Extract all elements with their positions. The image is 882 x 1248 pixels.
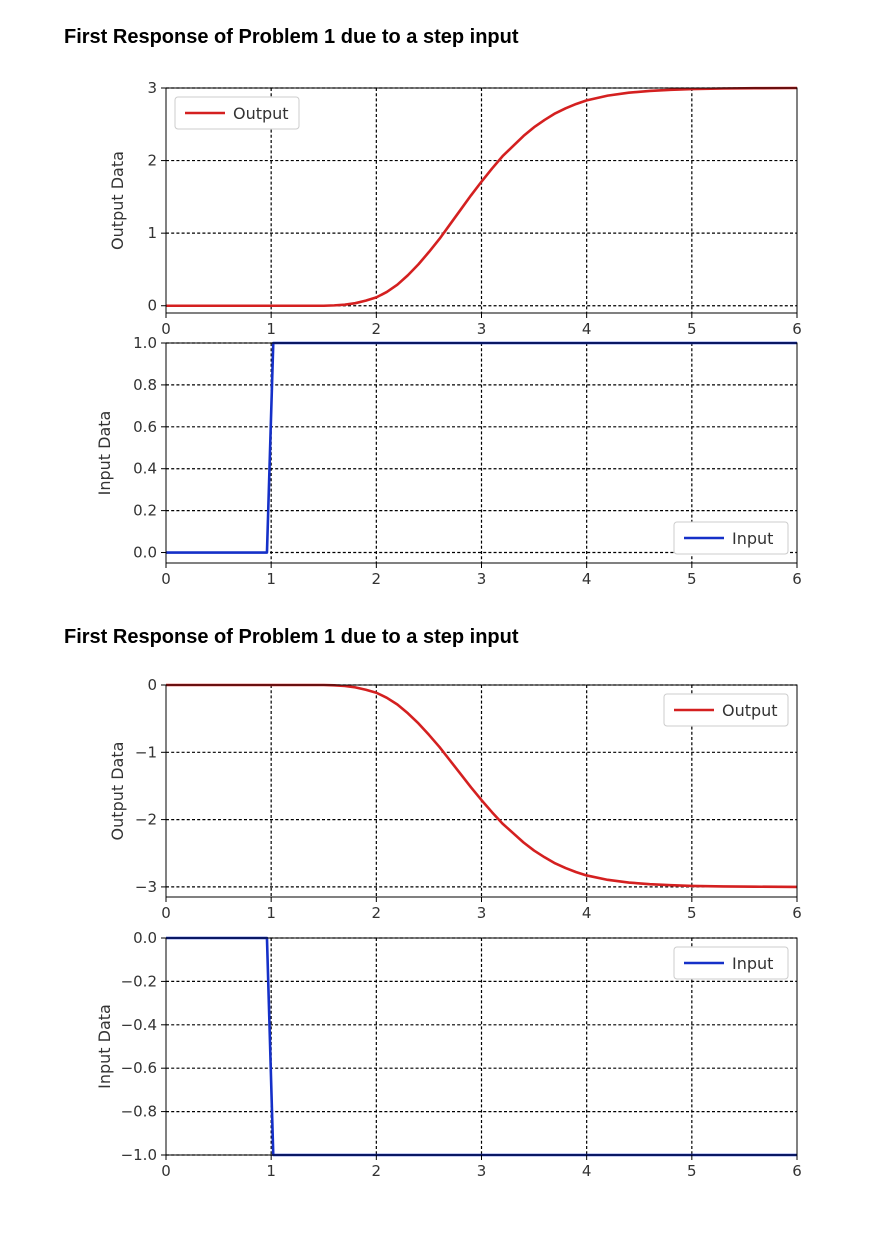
x-tick-label: 3 — [477, 904, 487, 922]
y-axis-label: Input Data — [95, 411, 114, 496]
y-tick-label: 0.2 — [133, 502, 157, 520]
x-tick-label: 2 — [372, 904, 382, 922]
legend-box — [673, 946, 789, 980]
y-tick-label: −1.0 — [121, 1146, 157, 1164]
y-tick-label: 2 — [147, 152, 157, 170]
x-tick-label: 6 — [792, 320, 802, 338]
legend: Input — [673, 521, 789, 555]
x-tick-label: 1 — [266, 320, 276, 338]
x-tick-label: 1 — [266, 904, 276, 922]
x-tick-label: 2 — [372, 320, 382, 338]
series-line-output — [166, 86, 798, 308]
x-tick-label: 1 — [266, 570, 276, 588]
x-tick-label: 0 — [161, 904, 171, 922]
y-tick-label: −0.8 — [121, 1103, 157, 1121]
y-tick-label: −0.6 — [121, 1059, 157, 1077]
x-tick-label: 3 — [477, 570, 487, 588]
y-tick-label: −0.4 — [121, 1016, 157, 1034]
legend-label: Output — [722, 701, 778, 720]
legend-box — [673, 521, 789, 555]
page-title-2: First Response of Problem 1 due to a ste… — [64, 626, 519, 648]
x-tick-label: 0 — [161, 1162, 171, 1180]
y-axis-label: Output Data — [108, 151, 127, 250]
y-tick-label: 0 — [147, 676, 157, 694]
y-tick-label: 1 — [147, 224, 157, 242]
x-tick-label: 5 — [687, 904, 697, 922]
page-title-1: First Response of Problem 1 due to a ste… — [64, 26, 519, 48]
y-tick-label: −0.2 — [121, 972, 157, 990]
x-tick-label: 5 — [687, 570, 697, 588]
x-tick-label: 6 — [792, 570, 802, 588]
x-tick-label: 5 — [687, 1162, 697, 1180]
y-axis-label: Input Data — [95, 1004, 114, 1089]
x-tick-label: 4 — [582, 904, 592, 922]
input-chart-3: 0 1 2 3 4 5 6 0.0 −0.2 −0.4 −0.6 −0.8 −1.0 Input Data… — [95, 929, 802, 1180]
output-chart-1: 0 1 2 3 4 5 6 0 1 2 3 Output Data Output — [108, 79, 802, 338]
y-tick-label: 0 — [147, 297, 157, 315]
legend-box — [174, 96, 300, 130]
y-tick-label: 0.0 — [133, 544, 157, 562]
legend: Output — [174, 96, 300, 130]
y-axis-label: Output Data — [108, 742, 127, 841]
x-tick-label: 1 — [266, 1162, 276, 1180]
y-tick-label: 3 — [147, 79, 157, 97]
x-tick-label: 4 — [582, 320, 592, 338]
legend: Input — [673, 946, 789, 980]
legend: Output — [663, 693, 789, 727]
output-chart-2: 0 1 2 3 4 5 6 0 −1 −2 −3 Output Data Output — [108, 676, 802, 922]
y-tick-label: −2 — [135, 811, 157, 829]
legend-label: Output — [233, 104, 289, 123]
y-tick-label: 0.4 — [133, 460, 157, 478]
x-tick-label: 0 — [161, 320, 171, 338]
x-tick-label: 3 — [477, 320, 487, 338]
x-tick-label: 6 — [792, 904, 802, 922]
x-tick-label: 6 — [792, 1162, 802, 1180]
legend-label: Input — [732, 529, 773, 548]
x-tick-label: 3 — [477, 1162, 487, 1180]
x-tick-label: 2 — [372, 1162, 382, 1180]
y-tick-label: 0.6 — [133, 418, 157, 436]
x-tick-label: 4 — [582, 1162, 592, 1180]
y-tick-label: −3 — [135, 878, 157, 896]
y-tick-label: 1.0 — [133, 334, 157, 352]
y-tick-label: 0.8 — [133, 376, 157, 394]
legend-label: Input — [732, 954, 773, 973]
y-tick-label: −1 — [135, 743, 157, 761]
legend-box — [663, 693, 789, 727]
x-tick-label: 0 — [161, 570, 171, 588]
series-line-output — [166, 683, 798, 889]
y-tick-label: 0.0 — [133, 929, 157, 947]
x-tick-label: 2 — [372, 570, 382, 588]
x-tick-label: 5 — [687, 320, 697, 338]
input-chart-1: 0 1 2 3 4 5 6 0.0 0.2 0.4 0.6 0.8 1.0 Input Data Input — [95, 334, 802, 588]
x-tick-label: 4 — [582, 570, 592, 588]
